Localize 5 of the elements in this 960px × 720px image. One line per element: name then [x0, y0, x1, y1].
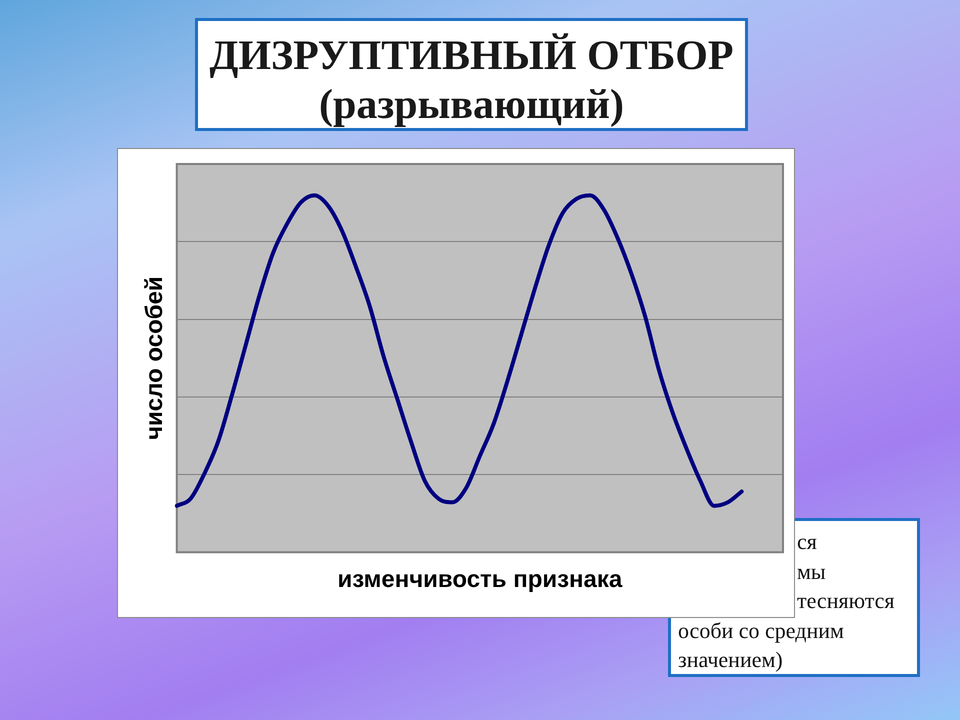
- chart-title: ДИЗРУПТИВНЫЙ ОТБОР: [208, 32, 735, 81]
- annotation: ся мы тесняются особи со средним значением): [678, 529, 894, 672]
- x-axis-title: изменчивость признака: [338, 566, 623, 594]
- y-axis-title: число особей: [141, 276, 168, 440]
- chart-subtitle: (разрывающий): [318, 81, 625, 129]
